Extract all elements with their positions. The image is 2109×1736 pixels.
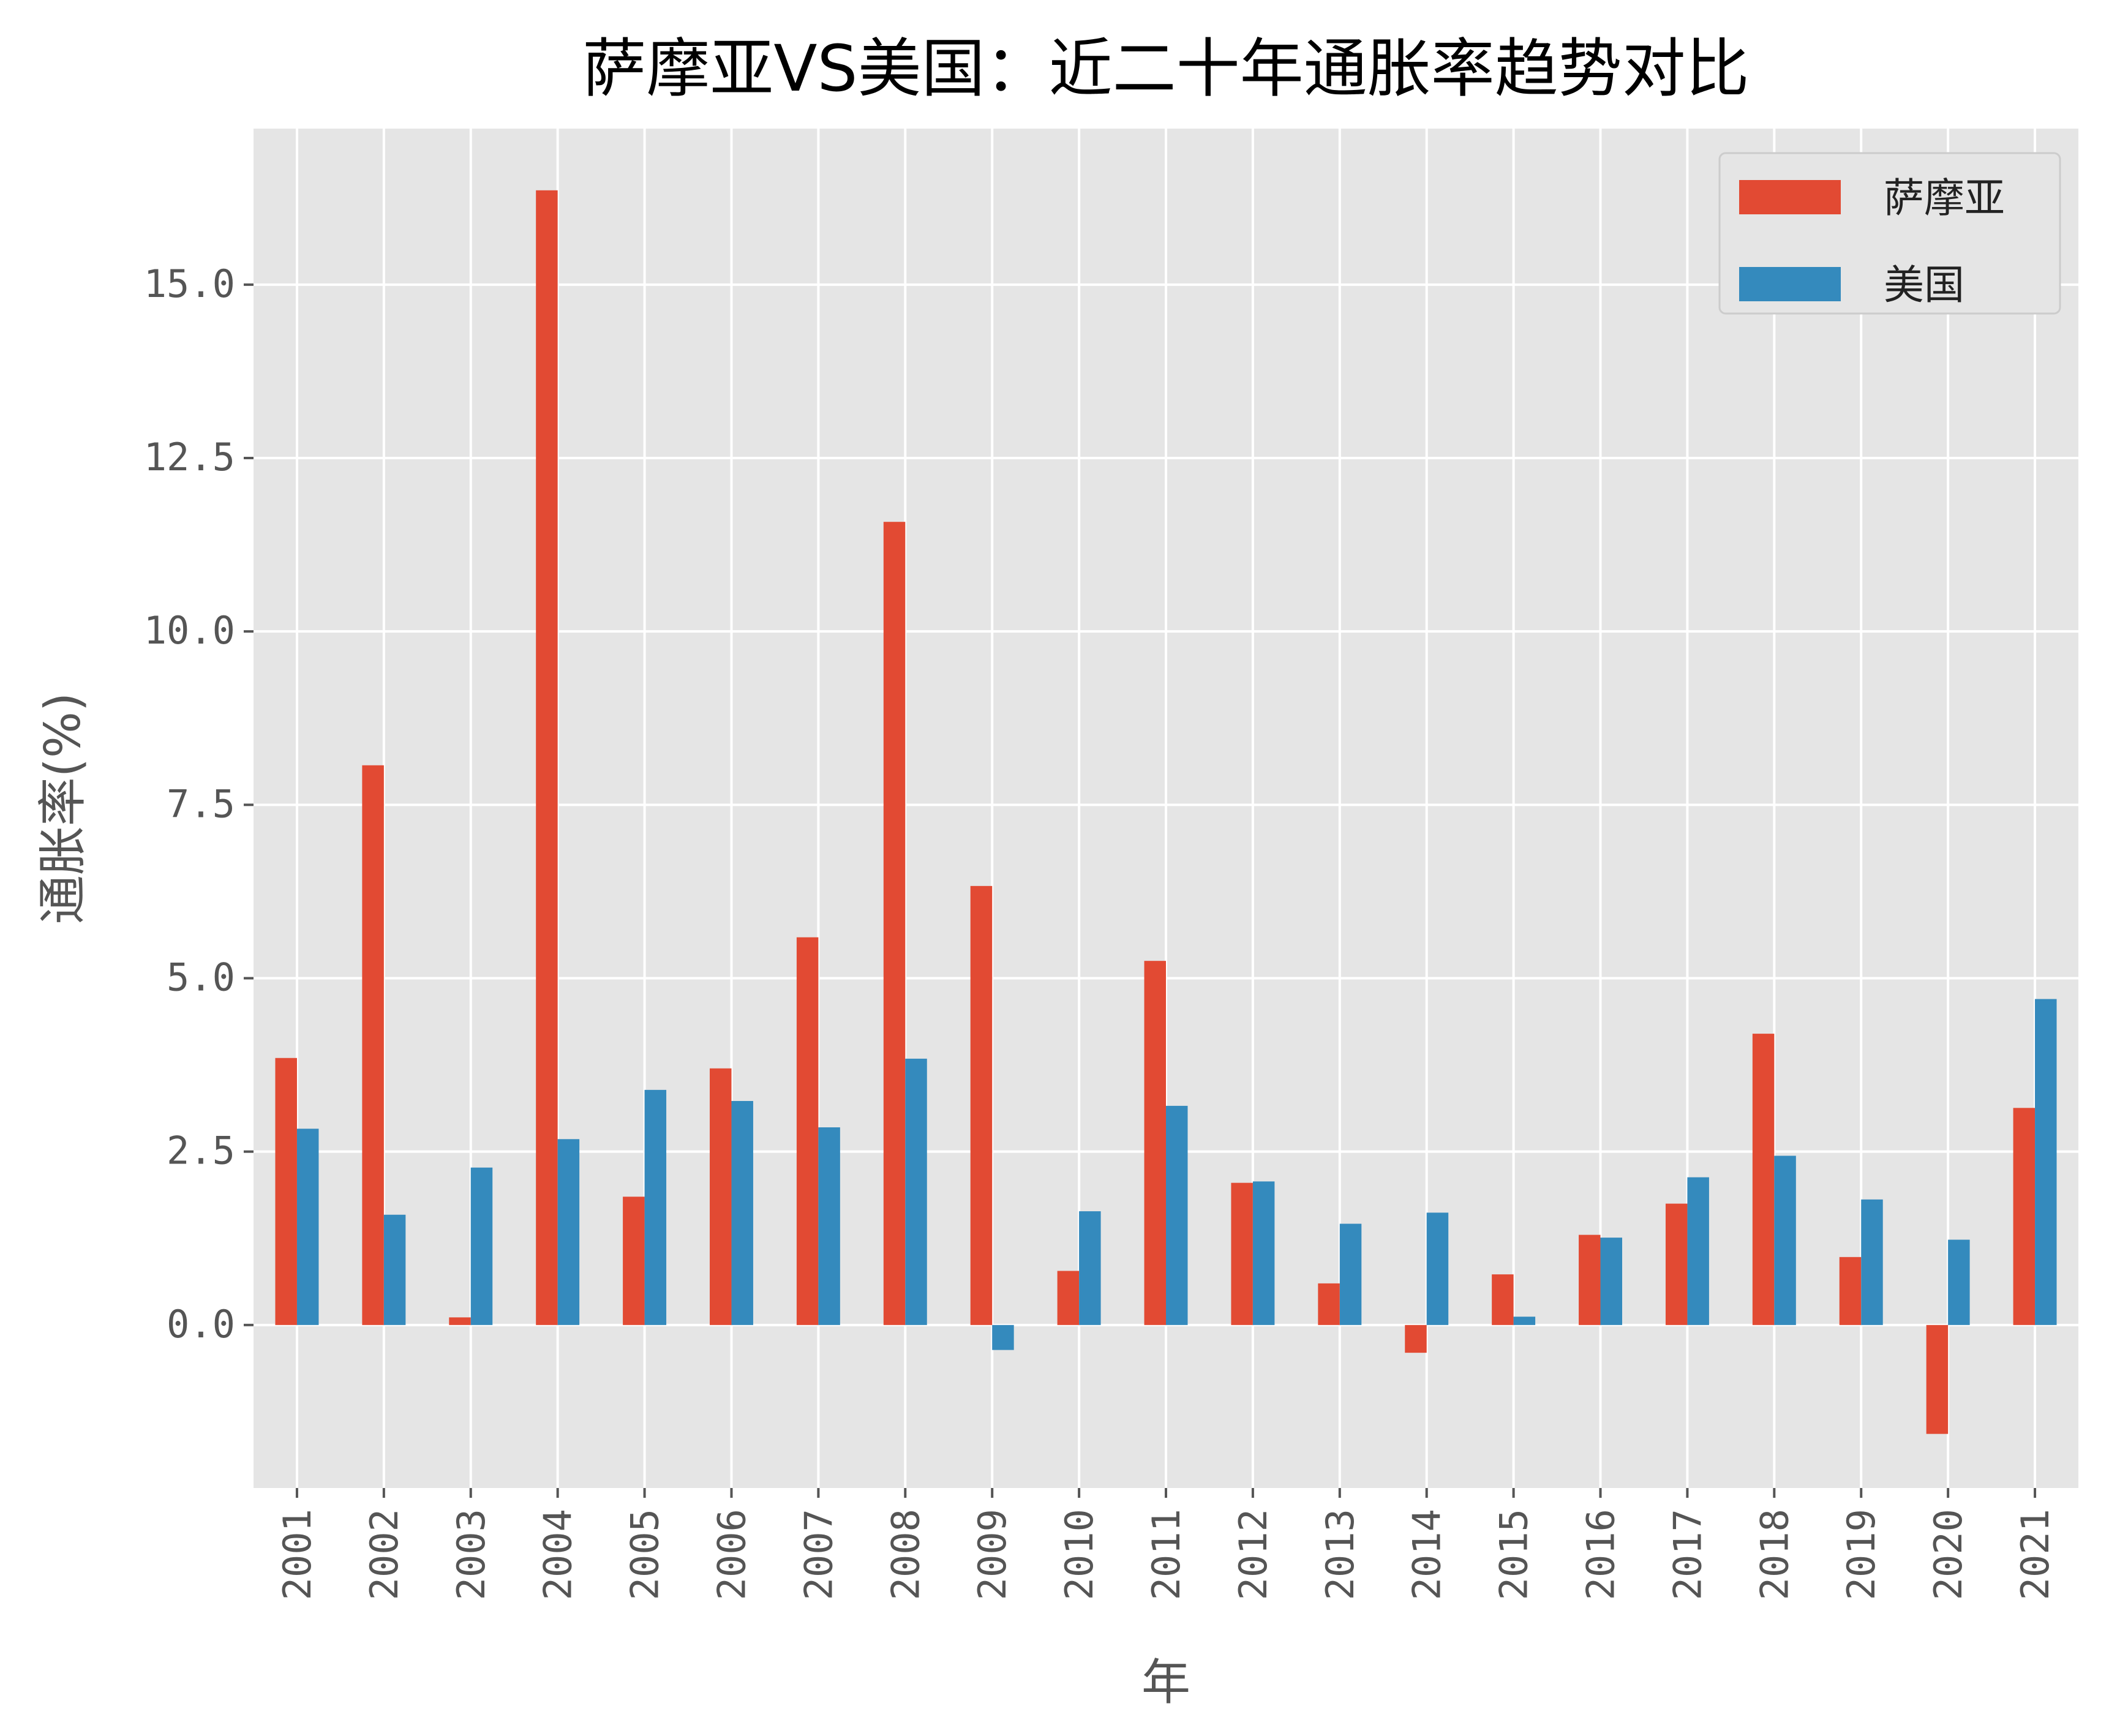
bar-usa-2010 <box>1079 1211 1101 1325</box>
bar-usa-2002 <box>383 1214 406 1325</box>
bars <box>275 190 2057 1434</box>
bar-samoa-2006 <box>710 1068 732 1325</box>
x-tick-label-2018: 2018 <box>1752 1509 1797 1600</box>
y-tick-label-0: 0.0 <box>167 1302 235 1347</box>
legend-label-usa: 美国 <box>1884 261 1964 309</box>
x-tick-label-2021: 2021 <box>2013 1509 2058 1600</box>
bar-usa-2015 <box>1513 1317 1536 1325</box>
bar-usa-2001 <box>296 1129 319 1325</box>
legend-swatch-samoa <box>1739 180 1841 214</box>
x-tick-label-2019: 2019 <box>1839 1509 1884 1600</box>
bar-samoa-2015 <box>1492 1274 1514 1325</box>
bar-samoa-2003 <box>449 1317 471 1325</box>
bar-samoa-2020 <box>1926 1325 1949 1434</box>
bar-usa-2017 <box>1687 1177 1709 1325</box>
bar-samoa-2007 <box>796 937 819 1325</box>
bar-usa-2016 <box>1600 1238 1622 1325</box>
bar-samoa-2013 <box>1318 1283 1340 1325</box>
x-tick-label-2009: 2009 <box>970 1509 1015 1600</box>
x-tick-label-2016: 2016 <box>1579 1509 1623 1600</box>
x-tick-label-2001: 2001 <box>275 1509 320 1600</box>
x-tick-label-2006: 2006 <box>709 1509 754 1600</box>
y-tick-label-2: 5.0 <box>167 955 235 1000</box>
x-tick-label-2008: 2008 <box>883 1509 928 1600</box>
bar-samoa-2008 <box>883 522 906 1325</box>
bar-usa-2012 <box>1252 1181 1275 1325</box>
x-tick-label-2013: 2013 <box>1318 1509 1363 1600</box>
bar-samoa-2016 <box>1579 1234 1601 1325</box>
bar-samoa-2021 <box>2013 1108 2036 1325</box>
y-axis-label: 通胀率(%) <box>34 693 91 924</box>
bar-usa-2006 <box>731 1100 753 1325</box>
bar-usa-2005 <box>644 1089 667 1325</box>
bar-samoa-2018 <box>1752 1034 1775 1325</box>
bar-usa-2007 <box>818 1127 840 1325</box>
y-tick-label-3: 7.5 <box>167 781 235 826</box>
bar-usa-2011 <box>1166 1105 1188 1325</box>
x-tick-label-2011: 2011 <box>1144 1509 1189 1600</box>
y-tick-label-4: 10.0 <box>144 608 235 653</box>
x-tick-label-2017: 2017 <box>1665 1509 1710 1600</box>
x-tick-label-2014: 2014 <box>1405 1509 1449 1600</box>
legend-swatch-usa <box>1739 267 1841 301</box>
bar-usa-2008 <box>905 1058 927 1325</box>
x-tick-label-2012: 2012 <box>1231 1509 1276 1600</box>
bar-usa-2009 <box>992 1325 1014 1350</box>
x-tick-label-2020: 2020 <box>1926 1509 1971 1600</box>
bar-samoa-2009 <box>970 885 993 1325</box>
y-tick-label-6: 15.0 <box>144 261 235 306</box>
bar-usa-2018 <box>1774 1155 1796 1325</box>
legend-label-samoa: 萨摩亚 <box>1884 175 2005 222</box>
x-tick-label-2002: 2002 <box>362 1509 407 1600</box>
x-tick-label-2010: 2010 <box>1057 1509 1102 1600</box>
bar-samoa-2017 <box>1665 1203 1688 1325</box>
bar-usa-2014 <box>1426 1212 1449 1325</box>
x-tick-label-2004: 2004 <box>536 1509 581 1600</box>
bar-samoa-2002 <box>362 765 384 1325</box>
y-tick-label-1: 2.5 <box>167 1129 235 1173</box>
bar-usa-2020 <box>1948 1239 1970 1325</box>
x-tick-label-2003: 2003 <box>449 1509 494 1600</box>
bar-usa-2003 <box>470 1167 493 1325</box>
bar-samoa-2001 <box>275 1058 297 1325</box>
x-axis-ticks: 2001 2002 2003 2004 2005 2006 2007 2008 2009 2010… <box>275 1488 2058 1600</box>
y-axis-ticks: 0.0 2.5 5.0 7.5 10.0 12.5 15.0 <box>144 261 254 1347</box>
bar-usa-2004 <box>557 1139 580 1325</box>
bar-samoa-2010 <box>1057 1271 1080 1325</box>
chart-title: 萨摩亚VS美国：近二十年通胀率趋势对比 <box>582 31 1749 106</box>
bar-usa-2013 <box>1339 1223 1362 1325</box>
bar-samoa-2014 <box>1405 1325 1427 1353</box>
bar-samoa-2004 <box>536 190 558 1325</box>
bar-usa-2019 <box>1861 1199 1883 1325</box>
x-tick-label-2015: 2015 <box>1492 1509 1536 1600</box>
x-tick-label-2005: 2005 <box>623 1509 667 1600</box>
bar-samoa-2012 <box>1231 1182 1253 1325</box>
y-tick-label-5: 12.5 <box>144 435 235 479</box>
bar-samoa-2019 <box>1839 1257 1862 1325</box>
x-axis-label: 年 <box>1141 1654 1190 1711</box>
bar-samoa-2005 <box>623 1197 645 1325</box>
x-tick-label-2007: 2007 <box>796 1509 841 1600</box>
bar-usa-2021 <box>2035 999 2057 1325</box>
bar-samoa-2011 <box>1144 961 1166 1325</box>
